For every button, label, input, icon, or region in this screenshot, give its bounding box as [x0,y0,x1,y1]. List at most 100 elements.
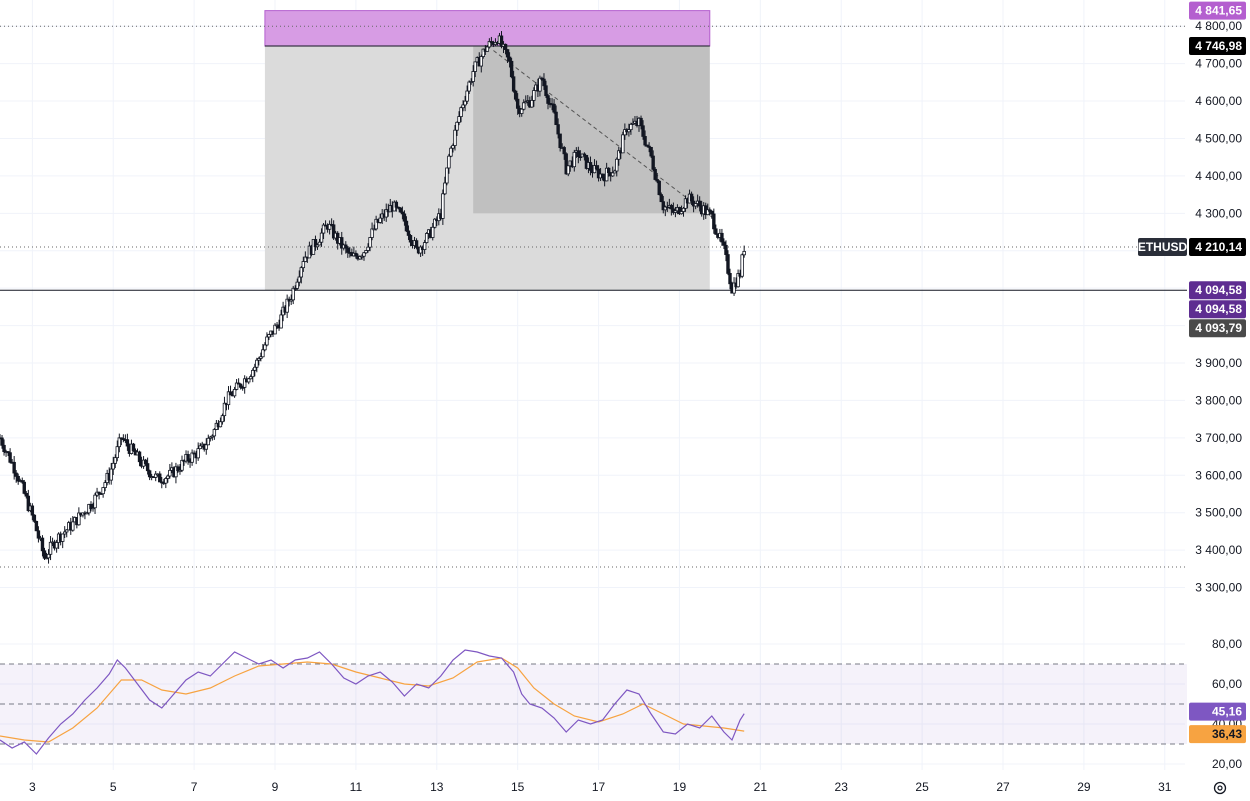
time-tick-label: 19 [673,780,687,794]
candle-body [315,244,320,248]
candle-body [354,252,358,257]
candle-body [627,129,631,133]
candle-body [613,170,617,174]
candle-body [240,386,245,389]
candle-body [212,429,217,437]
candle-body [176,466,180,472]
candle [554,105,558,126]
candle [424,232,429,244]
settings-icon-core[interactable] [1217,785,1223,791]
candle [712,208,716,234]
candle [319,228,324,247]
candle [524,95,528,104]
candle [313,235,318,251]
candle-body [661,201,665,211]
candle-body [402,213,407,222]
candle-body [673,210,678,213]
candle [451,143,455,153]
price-tick-label: 3 800,00 [1195,393,1242,407]
candle [208,436,213,442]
candle [44,552,49,560]
candle [259,352,263,362]
candle-body [303,256,308,262]
candle [263,342,267,352]
settings-icon-ring[interactable] [1213,781,1227,795]
candle-body [447,155,451,169]
candle-body [507,56,512,62]
candle [564,152,568,175]
candle-body [400,211,405,215]
candle [511,70,516,93]
candle-body [394,201,399,208]
candle [469,78,473,85]
candle [131,442,136,452]
candle [447,153,451,174]
candle [453,124,457,151]
candle-body [693,203,698,207]
candle [546,93,550,110]
candle [327,220,332,235]
candle-body [457,116,461,123]
candle-body [732,282,736,294]
trend-line [493,50,713,218]
candle-body [158,473,162,483]
candle-body [566,165,570,175]
candle [611,166,615,177]
rsi-series-line [0,649,745,755]
candle [402,210,407,226]
candle-body [174,466,178,478]
candle-body [451,145,455,149]
candle [54,539,59,553]
candle-body [408,235,413,243]
settings-icon[interactable] [1213,781,1227,795]
candle-body [340,237,344,249]
candle [532,87,536,107]
candle [154,471,158,482]
price-tick-label: 3 300,00 [1195,581,1242,595]
candle [36,526,41,543]
candle-body [489,41,494,43]
candle [247,377,251,385]
candle-body [710,210,714,215]
candle [697,196,702,212]
candle-body [257,358,261,361]
candle [651,150,655,172]
candle-body [36,530,41,539]
candle [32,514,37,523]
candle-body [679,211,684,215]
price-badge-label: 4 093,79 [1195,321,1242,335]
candle-body [285,298,289,313]
candle-body [572,151,577,168]
time-tick-label: 15 [511,780,525,794]
candle-body [443,182,447,195]
candle [89,501,93,512]
candle [445,167,449,186]
candle [613,169,617,174]
rsi-badge-label: 36,43 [1212,727,1242,741]
candle [242,375,247,394]
candle [639,115,643,130]
candle-body [32,514,37,522]
candle [0,434,4,449]
time-tick-label: 21 [754,780,768,794]
candle [285,294,289,319]
candle [552,99,556,114]
candle-body [487,41,492,48]
candle [677,206,682,215]
candle-body [659,194,663,203]
candle-body [655,179,659,182]
candle [657,180,661,196]
candle [301,256,306,272]
price-tick-label: 4 400,00 [1195,169,1242,183]
candle [422,239,427,254]
candle [726,250,730,276]
candle-body [742,251,746,256]
candle [8,448,12,464]
candle-body [178,469,182,472]
candle [366,243,370,253]
candle-body [431,226,435,238]
price-tick-label: 4 700,00 [1195,57,1242,71]
candle-body [473,61,477,72]
candle-body [228,391,233,396]
price-badge-bg [1189,237,1246,256]
